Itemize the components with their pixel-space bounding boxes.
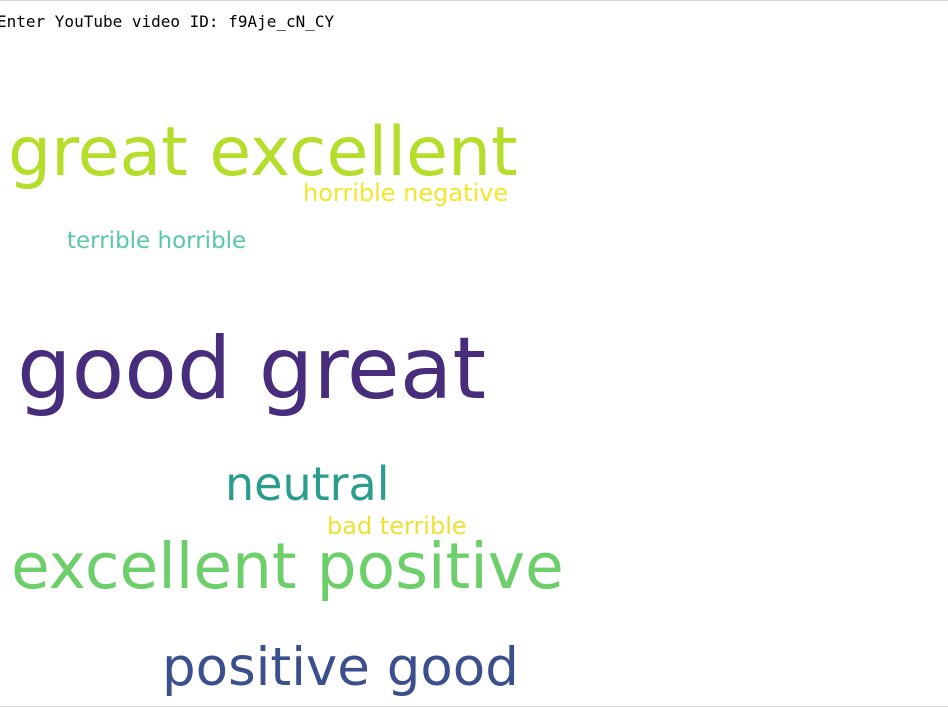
word-excellent-positive: excellent positive — [11, 530, 564, 603]
word-good-great: good great — [17, 319, 487, 419]
video-id-prompt: Enter YouTube video ID: f9Aje_cN_CY — [0, 11, 334, 33]
word-horrible-negative: horrible negative — [303, 179, 509, 207]
video-id-value: f9Aje_cN_CY — [228, 12, 335, 31]
word-terrible-horrible: terrible horrible — [67, 228, 247, 254]
word-neutral: neutral — [225, 457, 390, 511]
word-great-excellent: great excellent — [8, 113, 518, 192]
word-positive-good: positive good — [162, 637, 519, 698]
prompt-label: Enter YouTube video ID: — [0, 12, 229, 31]
word-bad-terrible: bad terrible — [327, 512, 467, 540]
